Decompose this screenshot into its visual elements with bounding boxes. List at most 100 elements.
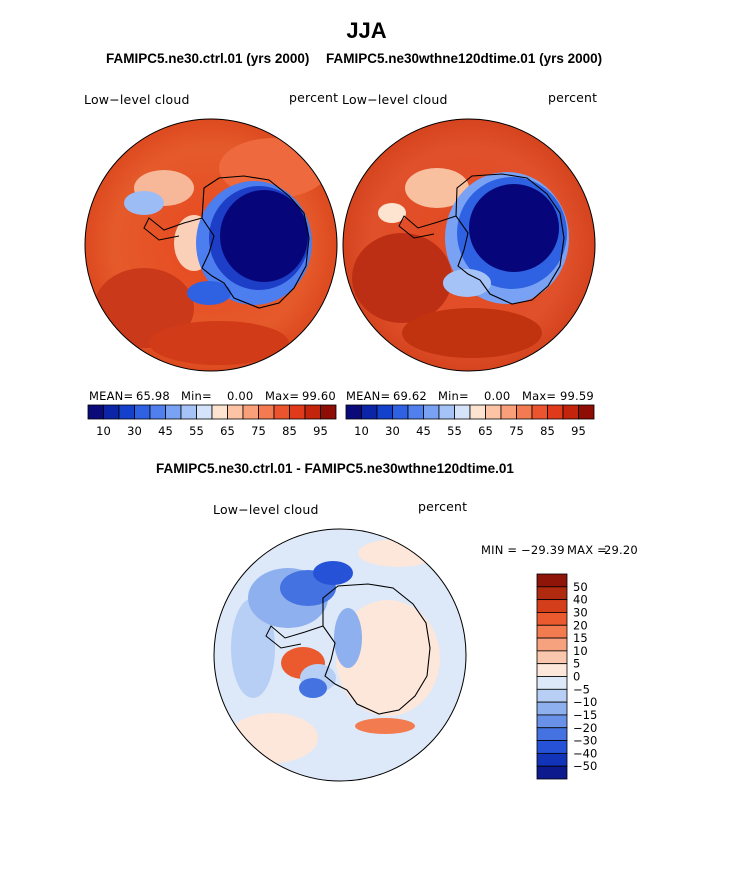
panel3-colorbar-tick-label: 15: [573, 631, 588, 645]
panel3-diff-patch: [313, 561, 353, 585]
panel3-colorbar-swatch: [536, 586, 568, 601]
panel3-colorbar-tick-label: −20: [573, 721, 597, 735]
panel3-colorbar-swatch: [536, 765, 568, 780]
panel3-colorbar-tick-label: 40: [573, 593, 588, 607]
panel1-colorbar-swatch: [196, 404, 213, 420]
panel1-colorbar-tick-label: 95: [313, 424, 328, 438]
panel3-colorbar-swatch: [536, 650, 568, 665]
panel1-colorbar-tick-label: 75: [251, 424, 266, 438]
panel1-map: [84, 118, 338, 372]
panel2-max-label: Max=: [522, 389, 557, 403]
panel3-max-value: 29.20: [604, 543, 638, 557]
panel1-colorbar-swatch: [165, 404, 182, 420]
panel3-units-label: percent: [418, 499, 468, 514]
panel2-cloud-patch: [352, 233, 452, 323]
panel2-map: [342, 118, 596, 372]
panel1-max-label: Max=: [265, 389, 300, 403]
panel1-colorbar-swatch: [180, 404, 197, 420]
panel1-ice-sheet: [220, 190, 308, 282]
panel1-colorbar-swatch: [87, 404, 104, 420]
panel1-mean-value: 65.98: [136, 389, 170, 403]
panel3-colorbar-swatch: [536, 688, 568, 703]
panel3-diff-patch: [299, 678, 327, 698]
panel1-colorbar-swatch: [118, 404, 135, 420]
panel2-colorbar-swatch: [469, 404, 486, 420]
panel1-min-value: 0.00: [227, 389, 254, 403]
panel2-min-label: Min=: [438, 389, 469, 403]
panel2-colorbar-tick-label: 55: [447, 424, 462, 438]
panel1-map-border: [84, 118, 338, 372]
panel3-colorbar-swatch: [536, 612, 568, 626]
panel2-colorbar-swatch: [531, 404, 548, 420]
panel2-colorbar-swatch: [516, 404, 533, 420]
panel2-coastline: [455, 173, 565, 305]
panel2-colorbar: 10 30 45 55 65 75 85 95: [345, 404, 595, 438]
panel3-colorbar-swatch: [536, 599, 568, 613]
panel2-colorbar-tick-label: 85: [540, 424, 555, 438]
panel2-colorbar-swatch: [407, 404, 424, 420]
subtitle-left: FAMIPC5.ne30.ctrl.01 (yrs 2000): [106, 51, 310, 66]
diff-title: FAMIPC5.ne30.ctrl.01 - FAMIPC5.ne30wthne…: [156, 461, 514, 476]
panel2-colorbar-tick-label: 10: [354, 424, 369, 438]
panel3-colorbar-tick-label: 50: [573, 580, 588, 594]
panel1-colorbar-tick-label: 85: [282, 424, 297, 438]
panel2-colorbar-swatch: [345, 404, 362, 420]
panel2-colorbar-tick-label: 65: [478, 424, 493, 438]
panel3-diff-patch: [355, 718, 415, 734]
panel3-colorbar-swatch: [536, 714, 568, 729]
panel3-min-value: −29.39: [521, 543, 565, 557]
panel3-peninsula: [265, 625, 324, 649]
panel1-peninsula: [143, 217, 203, 241]
panel1-cloud-patch: [149, 321, 289, 365]
panel3-colorbar-swatch: [536, 740, 568, 754]
panel2-map-border: [342, 118, 596, 372]
panel3-colorbar-tick-label: 30: [573, 605, 588, 619]
panel1-colorbar-tick-label: 45: [158, 424, 173, 438]
panel1-colorbar-swatch: [211, 404, 228, 420]
panel3-colorbar-tick-label: 10: [573, 644, 588, 658]
panel1-coastline: [201, 175, 310, 309]
panel2-max-value: 99.59: [560, 389, 594, 403]
panel1-colorbar-tick-label: 10: [96, 424, 111, 438]
panel1-units-label: percent: [289, 90, 339, 105]
panel2-cloud-patch: [378, 203, 406, 223]
panel2-colorbar-tick-label: 75: [509, 424, 524, 438]
panel1-colorbar-swatch: [258, 404, 275, 420]
panel3-colorbar-tick-label: −50: [573, 759, 597, 773]
panel1-colorbar-tick-label: 30: [127, 424, 142, 438]
panel3-diff-patch: [334, 608, 362, 668]
panel2-mean-value: 69.62: [393, 389, 427, 403]
panel2-units-label: percent: [548, 90, 598, 105]
panel2-colorbar-swatch: [454, 404, 471, 420]
panel3-colorbar-tick-label: −5: [573, 682, 590, 696]
panel2-colorbar-swatch: [423, 404, 440, 420]
panel1-colorbar-tick-label: 55: [189, 424, 204, 438]
panel1-variable-label: Low−level cloud: [84, 92, 190, 107]
panel1-cloud-patch: [124, 191, 164, 215]
panel1-colorbar-swatch: [289, 404, 306, 420]
panel2-colorbar-swatch: [485, 404, 502, 420]
panel3-colorbar-tick-label: 0: [573, 670, 580, 684]
panel3-colorbar-swatch: [536, 663, 568, 677]
panel3-variable-label: Low−level cloud: [213, 502, 319, 517]
panel3-colorbar-tick-label: −10: [573, 695, 597, 709]
panel2-min-value: 0.00: [484, 389, 511, 403]
panel3-map: [213, 528, 467, 782]
panel1-colorbar-swatch: [134, 404, 151, 420]
panel1-mean-label: MEAN=: [89, 389, 134, 403]
figure-title: JJA: [346, 18, 387, 43]
panel1-colorbar-swatch: [304, 404, 321, 420]
panel3-diff-patch: [336, 600, 440, 716]
panel1-colorbar-swatch: [273, 404, 290, 420]
panel3-colorbar-swatch: [536, 752, 568, 767]
panel2-colorbar-swatch: [392, 404, 409, 420]
panel2-mean-label: MEAN=: [346, 389, 391, 403]
panel2-colorbar-swatch: [547, 404, 564, 420]
panel3-max-label: MAX =: [567, 543, 607, 557]
panel1-max-value: 99.60: [302, 389, 336, 403]
panel1-colorbar-swatch: [227, 404, 244, 420]
panel3-colorbar-swatch: [536, 701, 568, 716]
panel2-colorbar-swatch: [578, 404, 595, 420]
panel1-colorbar: 10 30 45 55 65 75 85 95: [87, 404, 337, 438]
panel1-colorbar-swatch: [320, 404, 337, 420]
